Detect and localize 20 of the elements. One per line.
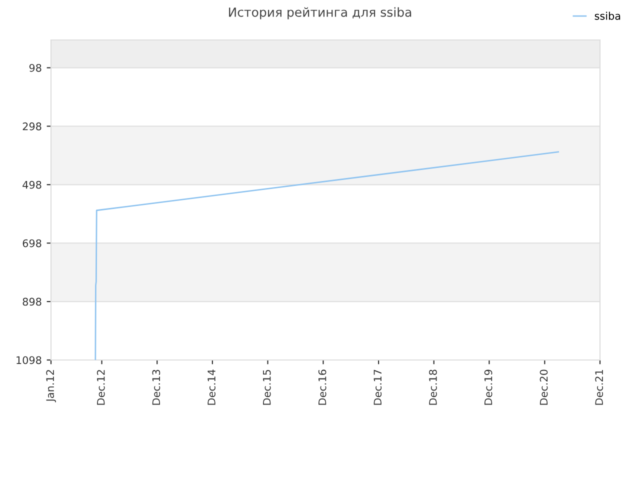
x-tick-label: Dec.16 bbox=[318, 370, 326, 405]
x-tick-label: Dec.21 bbox=[595, 370, 604, 405]
line-series bbox=[94, 151, 560, 360]
x-tick-label: Dec.15 bbox=[263, 370, 271, 405]
y-tick-label: 498 bbox=[22, 180, 42, 189]
chart-title: История рейтинга для ssiba bbox=[229, 7, 412, 20]
y-tick-label: 298 bbox=[22, 122, 42, 130]
x-tick-label: Dec.17 bbox=[374, 370, 382, 405]
y-tick-label: 98 bbox=[29, 64, 42, 72]
y-tick-label: 1098 bbox=[16, 356, 42, 364]
x-tick-label: Dec.19 bbox=[484, 370, 492, 405]
x-tick-label: Jan.12 bbox=[46, 370, 56, 402]
x-tick-label: Dec.18 bbox=[429, 370, 437, 405]
x-tick-label: Dec.12 bbox=[96, 370, 105, 405]
y-tick-label: 898 bbox=[22, 298, 42, 306]
legend-label: ssiba bbox=[594, 12, 620, 20]
x-tick-label: Dec.14 bbox=[208, 370, 216, 405]
x-tick-label: Dec.13 bbox=[152, 370, 160, 405]
x-tick-label: Dec.20 bbox=[540, 370, 548, 405]
y-tick-label: 698 bbox=[22, 239, 42, 248]
